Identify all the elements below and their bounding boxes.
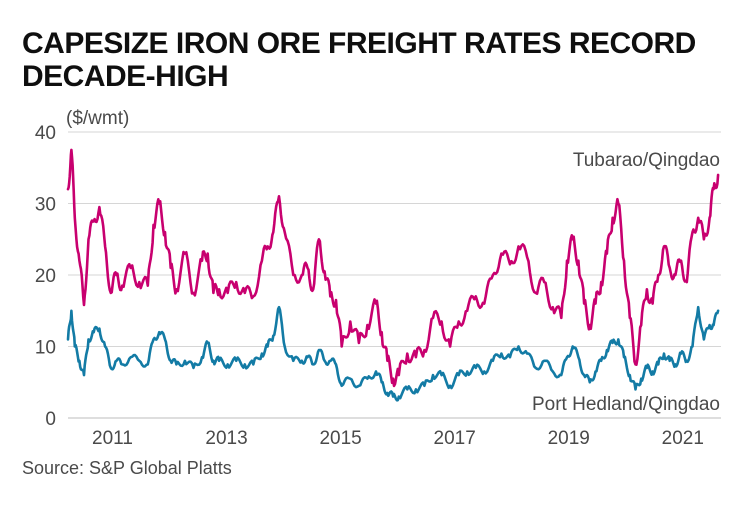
y-tick-label: 40 xyxy=(35,123,56,144)
x-tick-label: 2013 xyxy=(205,428,247,449)
y-tick-labels: 0 10 20 30 40 xyxy=(35,123,56,430)
y-tick-label: 30 xyxy=(35,195,56,216)
series-line-port-hedland-qingdao xyxy=(66,305,720,402)
series-line-tubarao-qingdao xyxy=(66,148,720,388)
x-tick-labels: 2011 2013 2015 2017 2019 2021 xyxy=(92,428,704,449)
x-tick-label: 2011 xyxy=(92,428,133,449)
series-label-tubarao-qingdao: Tubarao/Qingdao xyxy=(573,150,720,171)
x-tick-label: 2017 xyxy=(434,428,476,449)
x-tick-label: 2015 xyxy=(319,428,361,449)
series-label-port-hedland-qingdao: Port Hedland/Qingdao xyxy=(532,394,720,415)
source-note: Source: S&P Global Platts xyxy=(22,458,232,478)
series-lines xyxy=(66,148,720,402)
x-tick-label: 2019 xyxy=(548,428,590,449)
y-axis-unit-label: ($/wmt) xyxy=(66,108,129,129)
y-tick-label: 20 xyxy=(35,266,56,287)
chart-title: CAPESIZE IRON ORE FREIGHT RATES RECORD D… xyxy=(22,27,696,93)
x-tick-label: 2021 xyxy=(662,428,704,449)
gridlines xyxy=(68,131,721,419)
y-tick-label: 10 xyxy=(35,338,56,359)
y-tick-label: 0 xyxy=(45,409,56,430)
